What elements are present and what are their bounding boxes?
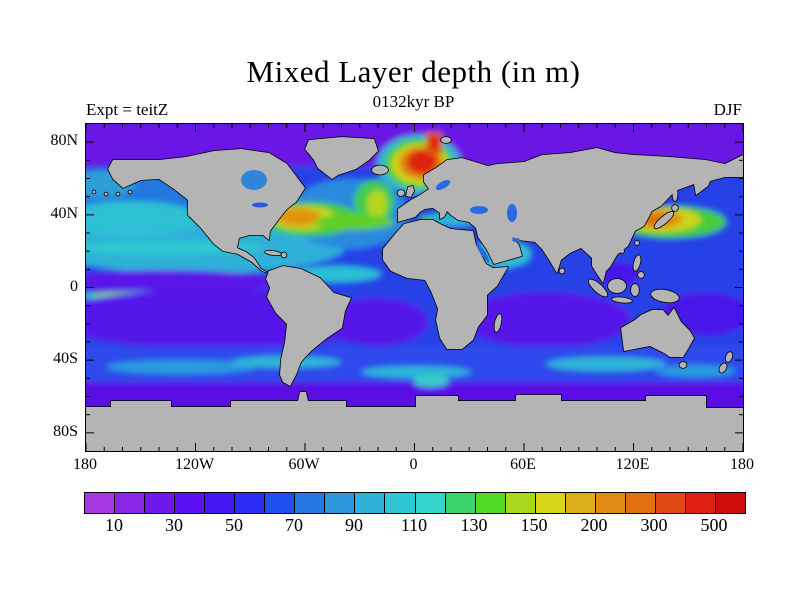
colorbar-level-label: 50	[225, 515, 243, 535]
latitude-tick-label: 80S	[53, 422, 78, 440]
southern-ocean-streak	[106, 360, 256, 374]
season-label: DJF	[713, 100, 742, 119]
depth-colorbar-labels: 10 30 50 70 90 110 130 150 200 300 500	[84, 515, 744, 539]
colorbar-cell	[295, 493, 326, 513]
colorbar-cell	[565, 493, 596, 513]
red-sea	[476, 243, 490, 263]
colorbar-cell	[505, 493, 536, 513]
colorbar-cell	[535, 493, 566, 513]
colorbar-level-label: 110	[400, 515, 428, 535]
latitude-axis-labels: 80N 40N 0 40S 80S	[30, 0, 78, 600]
colorbar-cell	[205, 493, 236, 513]
latitude-tick-label: 40N	[50, 204, 78, 222]
colorbar-cell	[475, 493, 506, 513]
depth-colorbar	[84, 492, 746, 514]
nordic-seas-deep-convection-blob	[407, 150, 437, 174]
caspian-sea	[507, 204, 517, 222]
colorbar-cell	[85, 493, 116, 513]
longitude-tick-label: 0	[409, 456, 418, 473]
longitude-tick-label: 120W	[174, 456, 215, 473]
colorbar-cell	[325, 493, 356, 513]
great-lakes	[252, 202, 268, 208]
colorbar-cell	[115, 493, 146, 513]
latitude-tick-label: 0	[70, 277, 78, 295]
colorbar-level-label: 200	[580, 515, 608, 535]
colorbar-cell	[355, 493, 386, 513]
colorbar-cell	[715, 493, 746, 513]
colorbar-level-label: 300	[640, 515, 668, 535]
longitude-tick-label: 60E	[510, 456, 536, 473]
black-sea	[470, 206, 488, 214]
map-plot-area	[85, 123, 744, 452]
latitude-tick-label: 40S	[53, 350, 78, 368]
colorbar-level-label: 30	[165, 515, 183, 535]
colorbar-cell	[235, 493, 266, 513]
longitude-tick-label: 60W	[288, 456, 320, 473]
colorbar-cell	[175, 493, 206, 513]
colorbar-cell	[445, 493, 476, 513]
colorbar-cell	[385, 493, 416, 513]
colorbar-level-label: 130	[460, 515, 488, 535]
latitude-tick-label: 80N	[50, 132, 78, 150]
hudson-bay	[241, 170, 267, 190]
longitude-tick-label: 120E	[615, 456, 650, 473]
colorbar-cell	[415, 493, 446, 513]
subtitle-time-label: 0132kyr BP	[372, 92, 455, 111]
colorbar-cell	[625, 493, 656, 513]
colorbar-level-label: 150	[520, 515, 548, 535]
persian-gulf	[512, 238, 520, 242]
colorbar-level-label: 90	[345, 515, 363, 535]
longitude-tick-label: 180	[730, 456, 754, 473]
longitude-tick-label: 180	[73, 456, 97, 473]
colorbar-level-label: 70	[285, 515, 303, 535]
baltic-sea	[435, 179, 451, 191]
page-title: Mixed Layer depth (in m)	[246, 54, 581, 89]
colorbar-cell	[655, 493, 686, 513]
axis-tick-marks	[86, 124, 743, 451]
colorbar-cell	[145, 493, 176, 513]
colorbar-cell	[595, 493, 626, 513]
colorbar-level-label: 10	[105, 515, 123, 535]
colorbar-cell	[685, 493, 716, 513]
colorbar-level-label: 500	[700, 515, 728, 535]
experiment-label: Expt = teitZ	[86, 100, 169, 119]
inland-seas	[241, 170, 520, 263]
colorbar-cell	[265, 493, 296, 513]
longitude-axis-labels: 180 120W 60W 0 60E 120E 180	[0, 456, 800, 478]
world-mixed-layer-depth-map	[86, 124, 743, 451]
gulf-stream-deep-blob	[277, 208, 321, 226]
